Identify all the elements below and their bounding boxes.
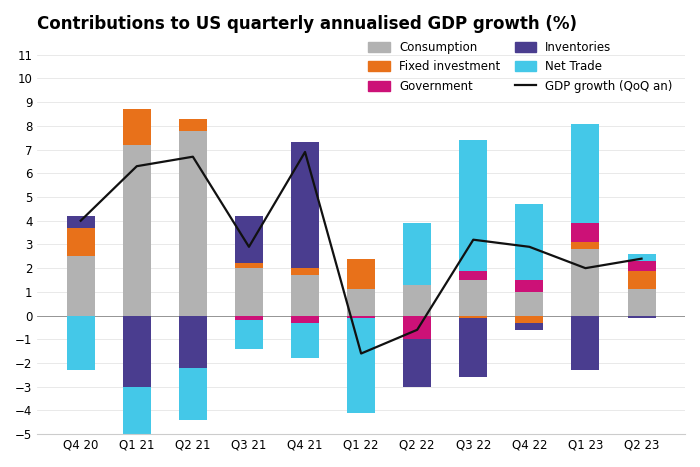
Bar <box>178 119 207 131</box>
Bar <box>235 263 263 268</box>
Bar <box>627 316 656 318</box>
Bar <box>122 145 150 316</box>
Bar <box>571 123 599 223</box>
Bar <box>403 223 431 285</box>
GDP growth (QoQ an) <box>76 218 85 224</box>
Bar <box>459 140 487 270</box>
Bar <box>459 316 487 318</box>
GDP growth (QoQ an) <box>413 327 421 333</box>
Bar <box>515 323 543 330</box>
Bar <box>235 268 263 316</box>
GDP growth (QoQ an) <box>245 244 253 250</box>
Bar <box>235 320 263 349</box>
Bar <box>403 316 431 340</box>
Bar <box>291 142 319 268</box>
Bar <box>515 204 543 280</box>
GDP growth (QoQ an) <box>637 256 645 262</box>
Bar <box>571 249 599 316</box>
Bar <box>571 242 599 249</box>
Bar <box>347 259 375 290</box>
Bar <box>627 254 656 261</box>
Bar <box>178 368 207 420</box>
GDP growth (QoQ an) <box>132 163 141 169</box>
Bar <box>291 316 319 323</box>
Text: Contributions to US quarterly annualised GDP growth (%): Contributions to US quarterly annualised… <box>37 15 578 33</box>
Bar <box>235 216 263 263</box>
Bar <box>178 316 207 368</box>
Bar <box>347 316 375 318</box>
Bar <box>515 280 543 292</box>
Bar <box>515 292 543 316</box>
Bar <box>459 270 487 280</box>
Bar <box>403 285 431 316</box>
Legend: Consumption, Fixed investment, Government, Inventories, Net Trade, GDP growth (Q: Consumption, Fixed investment, Governmen… <box>368 41 673 93</box>
GDP growth (QoQ an) <box>581 265 589 271</box>
Bar <box>571 223 599 242</box>
Bar <box>291 323 319 358</box>
Bar <box>627 261 656 270</box>
Bar <box>347 318 375 413</box>
GDP growth (QoQ an) <box>525 244 533 250</box>
Bar <box>291 275 319 316</box>
Bar <box>122 316 150 387</box>
Bar <box>235 316 263 320</box>
Bar <box>178 131 207 316</box>
Bar <box>571 316 599 370</box>
Bar <box>122 109 150 145</box>
Bar <box>627 270 656 290</box>
Bar <box>66 228 94 256</box>
Line: GDP growth (QoQ an): GDP growth (QoQ an) <box>80 152 641 354</box>
Bar <box>459 280 487 316</box>
Bar <box>403 340 431 387</box>
Bar <box>66 216 94 228</box>
Bar <box>291 268 319 275</box>
Bar <box>459 318 487 377</box>
Bar <box>66 256 94 316</box>
GDP growth (QoQ an) <box>357 351 365 356</box>
GDP growth (QoQ an) <box>189 154 197 160</box>
Bar <box>347 290 375 316</box>
GDP growth (QoQ an) <box>469 237 477 242</box>
Bar <box>66 316 94 370</box>
Bar <box>627 290 656 316</box>
GDP growth (QoQ an) <box>301 149 309 155</box>
Bar <box>515 316 543 323</box>
Bar <box>122 387 150 467</box>
